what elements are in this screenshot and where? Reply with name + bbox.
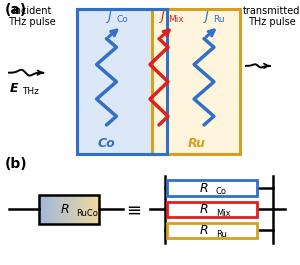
Bar	[39, 195, 99, 224]
Bar	[70, 195, 73, 224]
Text: Mix: Mix	[216, 209, 231, 218]
Bar	[54, 195, 56, 224]
Text: (a): (a)	[4, 3, 27, 17]
Text: $\mathit{R}$: $\mathit{R}$	[199, 224, 209, 237]
Text: Co: Co	[216, 187, 227, 196]
Text: (b): (b)	[4, 157, 27, 171]
Bar	[51, 195, 53, 224]
Bar	[57, 195, 59, 224]
Bar	[66, 195, 68, 224]
Text: $\bfit{E}$: $\bfit{E}$	[9, 82, 20, 95]
Bar	[98, 195, 100, 224]
Bar	[90, 195, 92, 224]
Text: RuCo: RuCo	[76, 209, 98, 218]
Bar	[93, 195, 95, 224]
Bar	[80, 195, 82, 224]
Bar	[78, 195, 80, 224]
Text: incident: incident	[12, 6, 51, 16]
Bar	[48, 195, 50, 224]
Text: Ru: Ru	[214, 15, 225, 24]
Bar	[44, 195, 46, 224]
Bar	[76, 9, 166, 154]
Bar	[58, 195, 61, 224]
Bar	[69, 195, 71, 224]
Text: $\mathit{J}$: $\mathit{J}$	[202, 9, 210, 25]
Text: $\mathit{R}$: $\mathit{R}$	[60, 203, 69, 216]
Text: $\mathit{R}$: $\mathit{R}$	[199, 203, 209, 216]
Bar	[52, 195, 55, 224]
Text: Ru: Ru	[216, 230, 227, 239]
Bar	[42, 195, 44, 224]
Text: $\mathit{J}$: $\mathit{J}$	[158, 9, 165, 25]
Bar	[60, 195, 62, 224]
Bar	[61, 195, 64, 224]
Text: $\equiv$: $\equiv$	[123, 200, 141, 218]
Bar	[76, 9, 166, 154]
Bar	[94, 195, 97, 224]
Bar	[88, 195, 91, 224]
Text: THz pulse: THz pulse	[248, 17, 296, 27]
Bar	[50, 195, 52, 224]
Text: $\mathit{R}$: $\mathit{R}$	[199, 182, 209, 195]
Text: Ru: Ru	[188, 136, 206, 150]
Bar	[84, 195, 86, 224]
Bar	[92, 195, 94, 224]
Bar	[46, 195, 49, 224]
Bar	[74, 195, 76, 224]
Text: Co: Co	[116, 15, 128, 24]
Text: transmitted: transmitted	[243, 6, 300, 16]
Bar	[152, 9, 240, 154]
Bar	[68, 195, 70, 224]
Bar	[82, 195, 85, 224]
Text: Mix: Mix	[169, 15, 184, 24]
Bar	[64, 195, 67, 224]
Bar	[85, 195, 88, 224]
Bar	[167, 202, 256, 217]
Bar	[45, 195, 47, 224]
Bar	[96, 195, 98, 224]
Text: $\mathit{J}$: $\mathit{J}$	[105, 9, 112, 25]
Bar	[72, 195, 74, 224]
Bar	[167, 180, 256, 196]
Bar	[75, 195, 77, 224]
Bar	[81, 195, 83, 224]
Bar	[40, 195, 43, 224]
Text: THz: THz	[22, 87, 38, 96]
Text: THz pulse: THz pulse	[8, 17, 56, 27]
Bar	[39, 195, 41, 224]
Bar	[56, 195, 58, 224]
Bar	[167, 223, 256, 238]
Bar	[76, 195, 79, 224]
Text: Co: Co	[98, 136, 116, 150]
Bar	[63, 195, 65, 224]
Bar	[87, 195, 89, 224]
